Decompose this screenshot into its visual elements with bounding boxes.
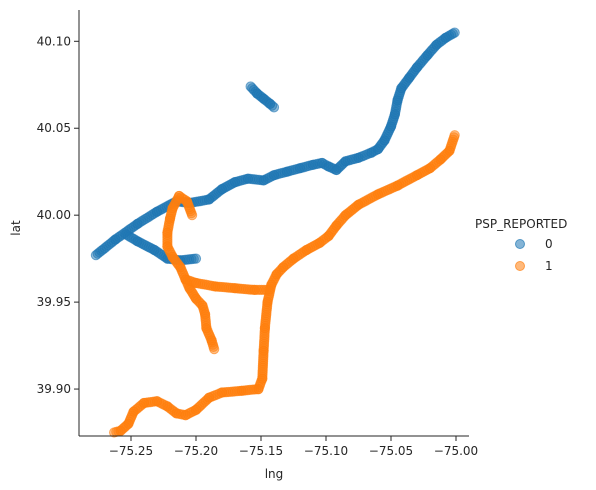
x-axis-label: lng	[265, 467, 284, 481]
legend-title: PSP_REPORTED	[475, 217, 567, 231]
y-axis: 39.90 39.95 40.00 40.05 40.10	[37, 10, 80, 436]
y-axis-label: lat	[9, 220, 23, 236]
series-1	[109, 130, 460, 438]
y-tick-label: 40.10	[37, 34, 71, 48]
data-point	[449, 27, 460, 38]
x-axis: −75.25 −75.20 −75.15 −75.10 −75.05 −75.00	[79, 435, 478, 458]
y-tick-label: 39.90	[37, 382, 71, 396]
x-tick-label: −75.00	[434, 444, 478, 458]
x-tick-label: −75.25	[109, 444, 153, 458]
y-tick-label: 40.00	[37, 208, 71, 222]
x-tick-label: −75.10	[304, 444, 348, 458]
data-point	[109, 427, 120, 438]
legend-marker-0	[515, 239, 525, 249]
data-point	[268, 102, 280, 113]
legend-label-0: 0	[545, 237, 553, 251]
y-tick-label: 40.05	[37, 121, 71, 135]
legend: PSP_REPORTED 0 1	[475, 217, 567, 273]
x-tick-label: −75.15	[239, 444, 283, 458]
data-point	[190, 253, 202, 264]
plot-area	[90, 27, 460, 438]
data-point	[209, 344, 220, 355]
legend-label-1: 1	[545, 259, 553, 273]
legend-marker-1	[515, 261, 525, 271]
x-tick-label: −75.05	[369, 444, 413, 458]
y-tick-label: 39.95	[37, 295, 71, 309]
data-point	[263, 284, 274, 295]
x-tick-label: −75.20	[174, 444, 218, 458]
